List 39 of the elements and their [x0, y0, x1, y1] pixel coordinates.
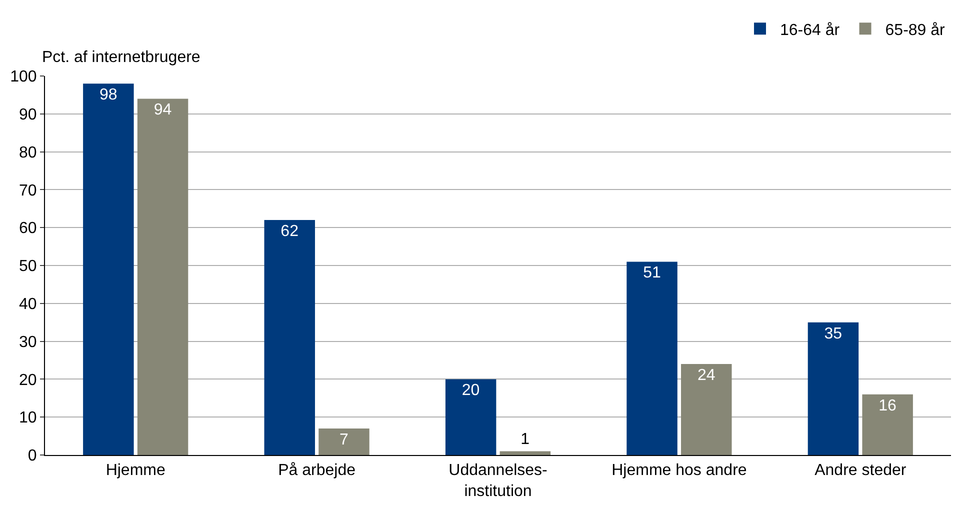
data-label: 7: [339, 431, 348, 448]
data-label: 20: [462, 382, 480, 400]
data-label: 94: [154, 102, 172, 119]
data-label: 62: [280, 223, 299, 240]
bar: [445, 379, 496, 455]
y-tick-label: 10: [19, 410, 37, 427]
bar: [681, 364, 732, 455]
y-tick-label: 20: [19, 372, 37, 389]
y-tick-label: 30: [19, 334, 37, 351]
data-label: 51: [643, 264, 661, 282]
x-tick-label: På arbejde: [278, 462, 356, 480]
bar: [626, 262, 678, 455]
legend-label: 65-89 år: [885, 22, 946, 39]
x-tick-label: Hjemme hos andre: [612, 462, 747, 480]
legend-label: 16-64 år: [780, 22, 840, 39]
data-label: 35: [824, 325, 842, 342]
y-tick-label: 60: [19, 220, 37, 238]
data-label: 98: [99, 86, 118, 104]
bar: [318, 428, 370, 455]
y-tick-label: 70: [19, 182, 37, 200]
x-tick-label: Hjemme: [106, 462, 166, 480]
data-label: 1: [520, 431, 530, 448]
x-tick-label: Uddannelses- institution: [448, 462, 548, 500]
data-label: 16: [878, 397, 897, 414]
y-tick-label: 0: [28, 448, 37, 465]
y-tick-label: 90: [19, 106, 37, 124]
y-tick-label: 100: [10, 68, 37, 86]
x-tick-label: Andre steder: [814, 462, 907, 480]
y-axis-title: Pct. af internetbrugere: [42, 49, 200, 66]
bar: [137, 98, 188, 455]
bar: [862, 394, 913, 455]
y-tick-label: 50: [19, 258, 37, 276]
y-tick-label: 40: [19, 296, 37, 313]
y-tick-label: 80: [19, 144, 37, 162]
bar: [264, 220, 315, 455]
bar: [500, 451, 551, 455]
data-label: 24: [697, 367, 716, 384]
bar: [83, 84, 134, 455]
bar: [808, 322, 859, 455]
